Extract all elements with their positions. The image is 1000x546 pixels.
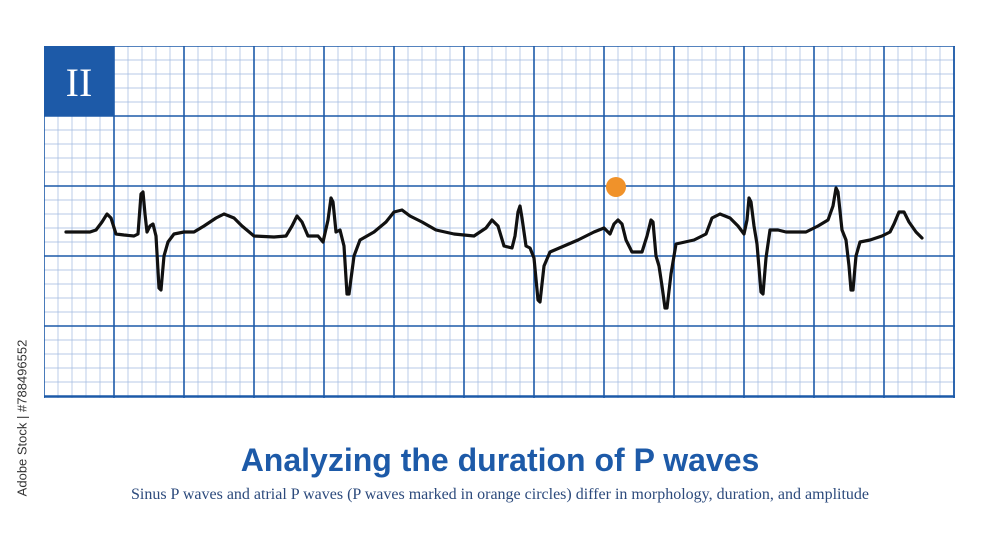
lead-label-box [44, 46, 114, 116]
atrial-p-wave-marker [606, 177, 626, 197]
stock-id-text: Adobe Stock | #788496552 [14, 339, 30, 497]
minor-grid [44, 46, 955, 398]
major-grid [44, 46, 955, 398]
ecg-grid: II [44, 46, 955, 398]
page-title: Analyzing the duration of P waves [240, 442, 760, 478]
ecg-trace [64, 186, 924, 310]
page-subtitle: Sinus P waves and atrial P waves (P wave… [130, 486, 870, 503]
lead-label: II [66, 60, 93, 105]
ecg-strip: II [44, 46, 955, 398]
